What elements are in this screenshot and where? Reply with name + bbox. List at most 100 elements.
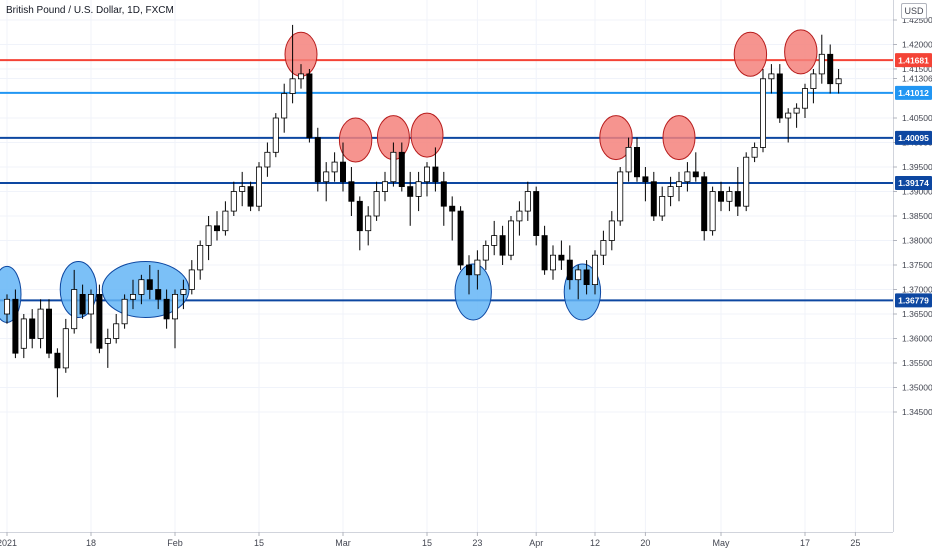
candle-up: [709, 191, 716, 232]
x-tick-label: 17: [800, 538, 810, 548]
level-label-support: 1.40095: [898, 133, 929, 143]
candle-up: [104, 338, 111, 344]
level-label-bg: [895, 85, 932, 100]
candle-down: [46, 308, 53, 354]
level-label-support: 1.36779: [898, 296, 929, 306]
candle-up: [625, 146, 632, 173]
candle-up: [600, 240, 607, 256]
candle-up: [491, 235, 498, 246]
resistance-marker: [410, 112, 444, 158]
candle-down: [96, 293, 103, 349]
candle-up: [423, 166, 430, 183]
y-tick-label: 1.39500: [902, 162, 932, 172]
candle-up: [373, 191, 380, 217]
candle-up: [222, 210, 229, 232]
candle-down: [407, 186, 414, 197]
candle-up: [331, 161, 338, 173]
candle-down: [29, 318, 36, 339]
candle-down: [306, 73, 313, 139]
candle-up: [20, 318, 27, 349]
support-marker: [454, 263, 492, 321]
x-tick-label: 12: [590, 538, 600, 548]
level-label-bg: [895, 53, 932, 68]
y-tick-label: 1.39000: [902, 187, 932, 197]
candle-down: [692, 171, 699, 178]
candle-up: [802, 88, 809, 109]
candle-down: [449, 205, 456, 212]
candle-down: [457, 210, 464, 266]
y-tick-label: 1.41500: [902, 64, 932, 74]
y-tick-label: 1.38500: [902, 211, 932, 221]
candle-down: [499, 235, 506, 256]
candle-up: [785, 112, 792, 119]
candle-down: [583, 269, 590, 285]
support-marker: [563, 263, 602, 321]
resistance-marker: [733, 31, 768, 77]
resistance-marker: [338, 117, 373, 163]
candle-down: [356, 200, 363, 232]
candle-down: [541, 235, 548, 271]
candle-down: [348, 181, 355, 202]
candle-down: [398, 151, 405, 188]
candle-down: [634, 146, 641, 178]
candle-down: [163, 298, 170, 320]
y-tick-label: 1.37500: [902, 260, 932, 270]
y-tick-label: 1.36500: [902, 309, 932, 319]
y-tick-label: 1.34500: [902, 407, 932, 417]
resistance-marker: [662, 115, 696, 161]
candle-down: [54, 352, 61, 369]
candle-up: [272, 117, 279, 153]
candle-up: [297, 73, 304, 80]
candle-up: [751, 146, 758, 158]
candle-up: [415, 181, 422, 197]
candle-up: [507, 220, 514, 256]
x-tick-label: May: [712, 538, 730, 548]
candle-down: [155, 289, 162, 300]
level-label-bg: [895, 175, 932, 190]
candle-up: [264, 151, 271, 168]
currency-button[interactable]: USD: [901, 3, 927, 19]
y-tick-label: 1.42000: [902, 40, 932, 50]
x-tick-label: 15: [422, 538, 432, 548]
candle-up: [281, 93, 288, 119]
candle-up: [608, 220, 615, 241]
candle-down: [776, 73, 783, 119]
candle-up: [818, 53, 825, 75]
symbol-title: British Pound / U.S. Dollar, 1D, FXCM: [6, 5, 174, 16]
x-tick-label: 25: [850, 538, 860, 548]
candle-down: [247, 186, 254, 207]
candle-up: [62, 328, 69, 369]
candle-down: [440, 181, 447, 207]
y-tick-label: 1.35000: [902, 383, 932, 393]
candle-up: [726, 191, 733, 202]
candle-up: [197, 244, 204, 271]
candle-up: [550, 254, 557, 271]
candle-down: [642, 176, 649, 183]
candle-up: [205, 225, 212, 246]
candle-up: [474, 259, 481, 276]
candle-down: [79, 293, 86, 315]
candle-up: [760, 78, 767, 148]
axes: [0, 0, 894, 533]
y-tick-label: 1.42500: [902, 15, 932, 25]
y-tick-label: 1.36000: [902, 334, 932, 344]
candle-down: [718, 191, 725, 202]
candle-down: [213, 225, 220, 232]
y-tick-label: 1.37000: [902, 285, 932, 295]
time-axis[interactable]: 2021 18 Feb 15 Mar 15 23 Apr 12 20 May 17 25: [0, 532, 860, 548]
candle-down: [558, 254, 565, 261]
candle-up: [239, 186, 246, 192]
candle-up: [667, 186, 674, 197]
candle-down: [146, 279, 153, 290]
resistance-marker: [599, 115, 633, 161]
candle-up: [684, 171, 691, 183]
candle-down: [432, 166, 439, 183]
candle-up: [835, 78, 842, 85]
candle-down: [566, 259, 573, 281]
candle-down: [12, 298, 19, 354]
candle-down: [339, 161, 346, 183]
candle-up: [381, 181, 388, 192]
candle-down: [650, 181, 657, 217]
